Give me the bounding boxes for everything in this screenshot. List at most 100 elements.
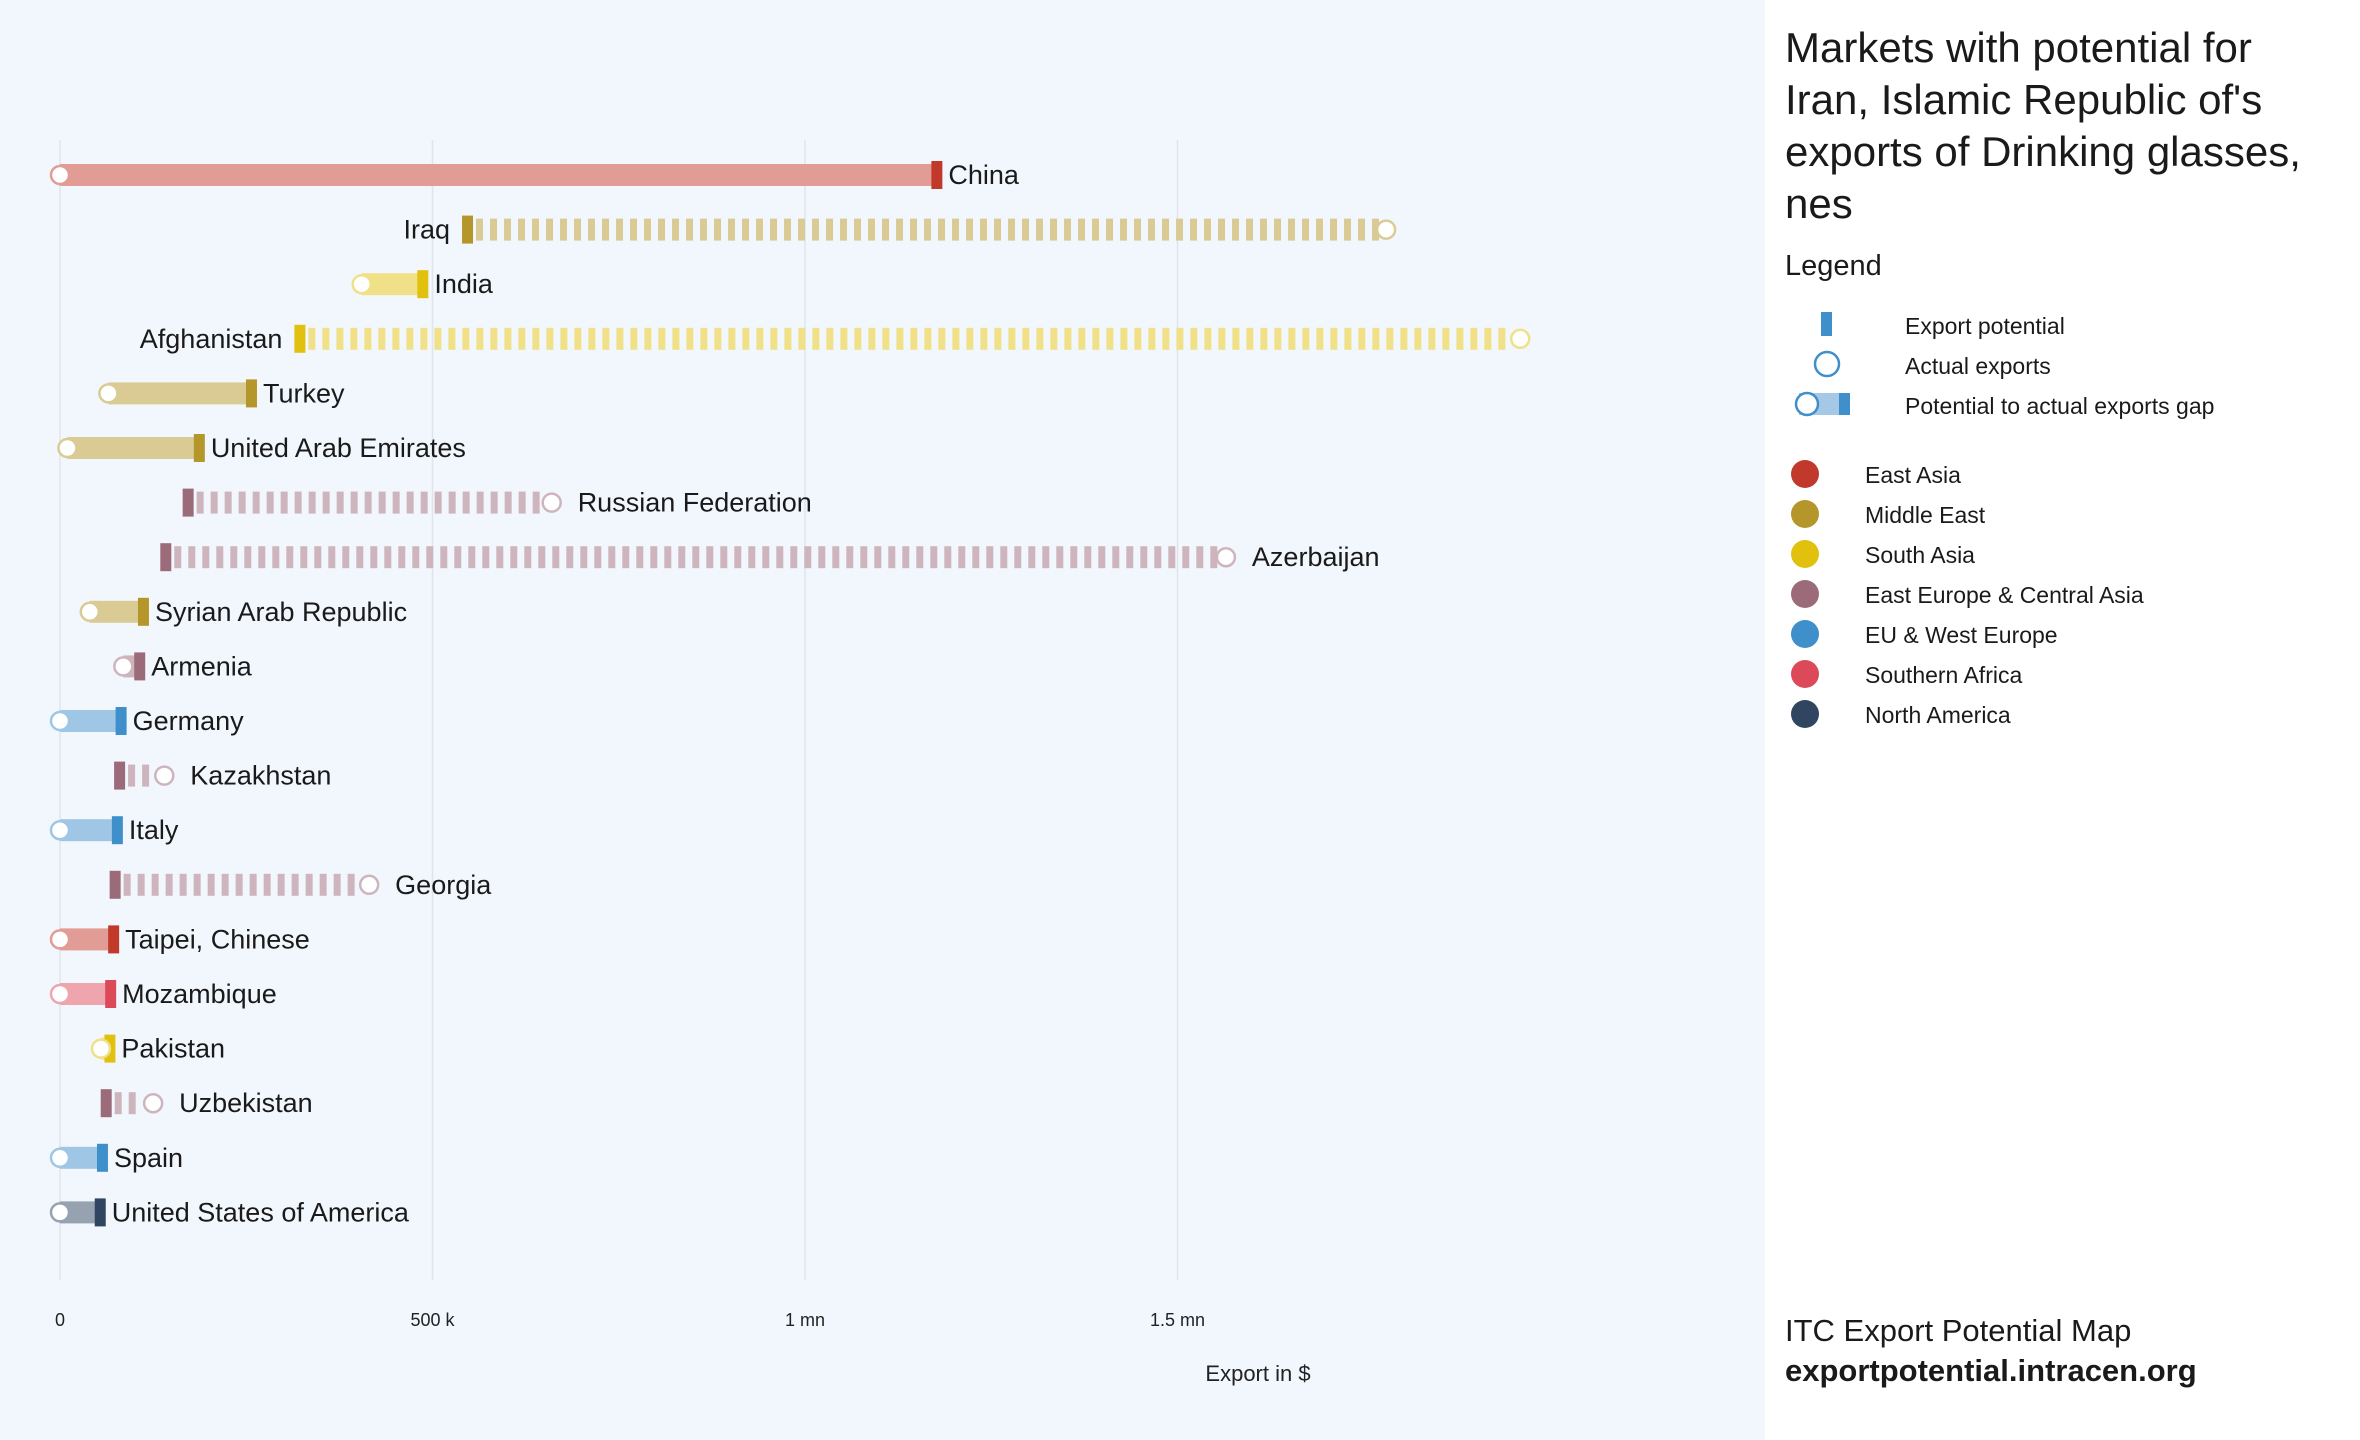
country-label: Russian Federation: [578, 488, 812, 518]
gap-dash: [196, 491, 204, 514]
gap-dash: [966, 218, 974, 241]
gap-bar: [108, 382, 250, 405]
gap-dash: [552, 546, 560, 569]
country-label: United Arab Emirates: [211, 433, 466, 463]
gap-bar: [89, 600, 142, 623]
gap-dash: [524, 546, 532, 569]
potential-marker: [134, 652, 146, 681]
gap-dash: [1148, 218, 1156, 241]
gap-dash: [308, 327, 316, 350]
gap-dash: [244, 546, 252, 569]
gap-dash: [207, 873, 215, 896]
gap-dash: [1456, 327, 1464, 350]
gap-dash: [1112, 546, 1120, 569]
gap-dash: [1428, 327, 1436, 350]
legend-item-actual-exports: Actual exports: [1785, 349, 2345, 385]
gap-dash: [686, 327, 694, 350]
data-row: United Arab Emirates: [57, 433, 466, 463]
data-row: Armenia: [113, 651, 253, 681]
region-label: South Asia: [1865, 542, 1975, 568]
x-tick-label: 1 mn: [785, 1310, 825, 1330]
gap-dash: [616, 218, 624, 241]
gap-dash: [720, 546, 728, 569]
gap-dash: [980, 327, 988, 350]
gap-dash: [1134, 327, 1142, 350]
actual-marker: [49, 164, 71, 186]
region-dot-icon: [1791, 620, 1819, 648]
gap-dash: [790, 546, 798, 569]
gap-dash: [1148, 327, 1156, 350]
gap-dash: [165, 873, 173, 896]
actual-exports-marker-icon: [1813, 350, 1841, 378]
gap-dash: [1400, 327, 1408, 350]
gap-dash: [994, 327, 1002, 350]
gap-dash: [546, 327, 554, 350]
gap-dash: [910, 327, 918, 350]
gap-dash: [1106, 218, 1114, 241]
data-row: Uzbekistan: [100, 1088, 313, 1118]
gap-dash: [664, 546, 672, 569]
gap-dash: [482, 546, 490, 569]
gap-dash: [812, 218, 820, 241]
gap-dash: [1372, 218, 1380, 241]
gap-dash: [532, 327, 540, 350]
gap-dash: [1302, 218, 1310, 241]
actual-marker: [49, 929, 71, 950]
gap-dash: [249, 873, 257, 896]
gap-dash: [678, 546, 686, 569]
actual-marker: [113, 656, 134, 677]
gap-dash: [756, 327, 764, 350]
legend-label: Actual exports: [1905, 353, 2051, 379]
region-legend-item: North America: [1785, 698, 2345, 734]
x-axis-label: Export in $: [1205, 1361, 1310, 1386]
gap-dash: [1092, 327, 1100, 350]
actual-marker: [90, 1038, 112, 1059]
side-panel: Markets with potential for Iran, Islamic…: [1765, 0, 2360, 1440]
potential-marker: [245, 379, 257, 408]
country-label: Afghanistan: [140, 324, 283, 354]
gap-dash: [137, 873, 145, 896]
actual-marker: [351, 273, 372, 295]
gap-dash: [882, 218, 890, 241]
data-row: Spain: [49, 1143, 183, 1173]
gap-dash: [221, 873, 229, 896]
gap-dash: [294, 491, 302, 514]
gap-dash: [1330, 327, 1338, 350]
data-row: Germany: [49, 706, 244, 736]
country-label: Pakistan: [121, 1034, 225, 1064]
gap-dash: [580, 546, 588, 569]
gap-dash: [636, 546, 644, 569]
gap-dash: [734, 546, 742, 569]
gap-dash: [378, 491, 386, 514]
potential-marker: [160, 543, 172, 572]
gap-dash: [272, 546, 280, 569]
gap-dash: [462, 327, 470, 350]
gap-dash: [504, 327, 512, 350]
gap-dash: [462, 491, 470, 514]
gap-dash: [916, 546, 924, 569]
potential-marker: [462, 215, 474, 244]
gap-dash: [756, 218, 764, 241]
gap-dash: [1190, 327, 1198, 350]
gap-dash: [504, 218, 512, 241]
gap-dash: [490, 491, 498, 514]
gap-dash: [1098, 546, 1106, 569]
gap-dash: [1000, 546, 1008, 569]
data-row: Syrian Arab Republic: [79, 597, 407, 627]
potential-marker: [111, 816, 123, 845]
gap-bar: [60, 1146, 101, 1169]
gap-dash: [496, 546, 504, 569]
gap-dash: [616, 327, 624, 350]
footer-url[interactable]: exportpotential.intracen.org: [1785, 1353, 2197, 1388]
gap-dash: [322, 491, 330, 514]
gap-dash: [882, 327, 890, 350]
gap-dash: [510, 546, 518, 569]
gap-bar: [60, 983, 110, 1005]
gap-dash: [1288, 218, 1296, 241]
data-row: Italy: [49, 815, 179, 845]
gap-dash: [742, 218, 750, 241]
gap-dash: [650, 546, 658, 569]
gap-dash: [532, 218, 540, 241]
actual-marker: [57, 437, 78, 459]
gap-dash: [602, 327, 610, 350]
